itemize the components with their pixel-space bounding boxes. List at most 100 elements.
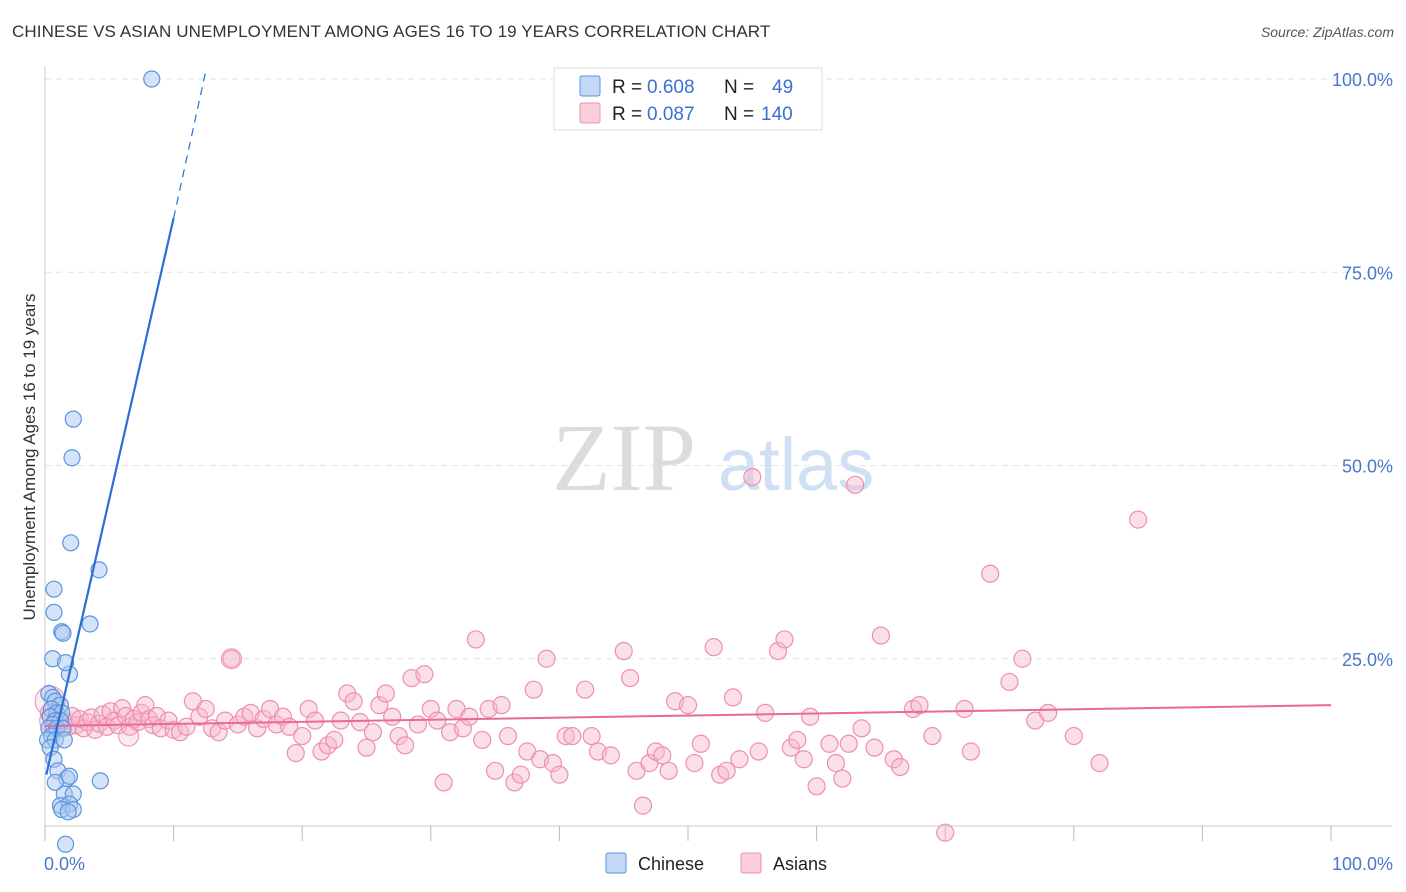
asians-point bbox=[128, 713, 147, 732]
asians-point bbox=[248, 719, 267, 738]
chinese-point bbox=[56, 835, 75, 853]
asians-point bbox=[1090, 754, 1109, 773]
asians-point bbox=[865, 738, 884, 757]
asians-point bbox=[524, 680, 543, 699]
asians-point bbox=[910, 696, 929, 715]
asians-point bbox=[659, 761, 678, 780]
chinese-point bbox=[45, 580, 63, 598]
y-tick-label: 75.0% bbox=[1342, 263, 1393, 283]
chinese-point bbox=[143, 70, 161, 88]
asians-points bbox=[34, 467, 1148, 842]
grid-lines bbox=[45, 78, 1392, 660]
asians-trend-line bbox=[44, 704, 1332, 728]
chinese-points bbox=[38, 70, 161, 853]
asians-point bbox=[653, 746, 672, 765]
asians-point bbox=[350, 713, 370, 732]
x-tick-label: 100.0% bbox=[1332, 854, 1393, 874]
legend-r-label-asians: R = bbox=[612, 104, 642, 125]
asians-point bbox=[563, 726, 582, 746]
chinese-point bbox=[81, 615, 99, 633]
watermark-zip: ZIP bbox=[552, 404, 696, 511]
trend-lines bbox=[44, 71, 1332, 775]
asians-point bbox=[685, 754, 704, 773]
x-tick-labels: 0.0% 100.0% bbox=[44, 854, 1393, 874]
asians-point bbox=[293, 726, 312, 746]
asians-point bbox=[826, 754, 845, 773]
asians-point bbox=[768, 641, 788, 661]
asians-point bbox=[801, 707, 820, 726]
asians-point bbox=[891, 757, 910, 777]
asians-point bbox=[299, 699, 318, 719]
asians-point bbox=[839, 734, 858, 753]
asians-point bbox=[730, 750, 749, 769]
chinese-point bbox=[45, 603, 63, 621]
asians-point bbox=[1000, 672, 1019, 692]
asians-point bbox=[691, 734, 710, 753]
asians-point bbox=[543, 754, 563, 773]
asians-point bbox=[1064, 726, 1083, 746]
asians-point bbox=[807, 777, 826, 796]
asians-point bbox=[118, 725, 140, 747]
asians-point bbox=[434, 773, 453, 792]
asians-point bbox=[222, 649, 241, 668]
asians-point bbox=[788, 730, 807, 750]
chinese-point bbox=[56, 654, 75, 672]
asians-point bbox=[775, 630, 794, 649]
asians-point bbox=[415, 665, 434, 684]
asians-point bbox=[498, 726, 518, 746]
asians-point bbox=[704, 638, 723, 657]
asians-point bbox=[743, 467, 762, 487]
asians-point bbox=[1013, 649, 1032, 668]
legend-n-label-chinese: N = bbox=[724, 77, 754, 98]
asians-point bbox=[749, 742, 768, 761]
asians-point bbox=[511, 765, 530, 784]
y-tick-label: 25.0% bbox=[1342, 650, 1393, 670]
asians-point bbox=[408, 715, 428, 734]
asians-point bbox=[177, 717, 196, 736]
asians-point bbox=[923, 726, 942, 746]
y-tick-label: 50.0% bbox=[1342, 457, 1393, 477]
asians-point bbox=[981, 564, 1000, 583]
asians-point bbox=[723, 688, 743, 707]
asians-point bbox=[325, 730, 344, 750]
asians-point bbox=[955, 699, 974, 719]
asians-point bbox=[344, 692, 363, 711]
y-tick-labels: 25.0% 50.0% 75.0% 100.0% bbox=[1332, 70, 1393, 670]
bottom-legend-swatch-chinese bbox=[605, 852, 627, 874]
bottom-legend-label-asians: Asians bbox=[773, 854, 827, 874]
chart-title: CHINESE VS ASIAN UNEMPLOYMENT AMONG AGES… bbox=[12, 22, 771, 41]
asians-point bbox=[286, 743, 305, 763]
asians-point bbox=[717, 761, 736, 780]
asians-point bbox=[852, 719, 871, 738]
asians-point bbox=[466, 630, 485, 649]
asians-point bbox=[383, 707, 402, 726]
asians-point bbox=[376, 684, 395, 703]
legend-n-value-chinese: 49 bbox=[772, 77, 793, 98]
legend-swatch-asians bbox=[579, 102, 601, 124]
legend-r-value-chinese: 0.608 bbox=[647, 77, 695, 98]
asians-point bbox=[357, 738, 376, 757]
asians-point bbox=[473, 730, 492, 750]
legend-n-label-asians: N = bbox=[724, 104, 754, 125]
asians-point bbox=[601, 746, 620, 765]
chinese-point bbox=[64, 410, 82, 428]
asians-point bbox=[1128, 510, 1148, 529]
asians-point bbox=[576, 680, 595, 699]
asians-point bbox=[633, 796, 653, 815]
watermark: ZIP atlas bbox=[552, 404, 874, 511]
asians-point bbox=[370, 696, 389, 715]
asians-point bbox=[363, 723, 383, 742]
asians-point bbox=[582, 726, 601, 746]
asians-point bbox=[537, 649, 556, 668]
legend-r-value-asians: 0.087 bbox=[647, 104, 695, 125]
asians-point bbox=[1038, 703, 1058, 722]
asians-point bbox=[621, 668, 640, 688]
chinese-point bbox=[62, 534, 80, 552]
y-tick-label: 100.0% bbox=[1332, 70, 1393, 90]
chinese-point bbox=[54, 624, 72, 642]
chinese-point bbox=[60, 767, 79, 785]
legend-r-label-chinese: R = bbox=[612, 77, 642, 98]
legend-swatch-chinese bbox=[579, 75, 601, 97]
bottom-legend: Chinese Asians bbox=[605, 852, 827, 874]
